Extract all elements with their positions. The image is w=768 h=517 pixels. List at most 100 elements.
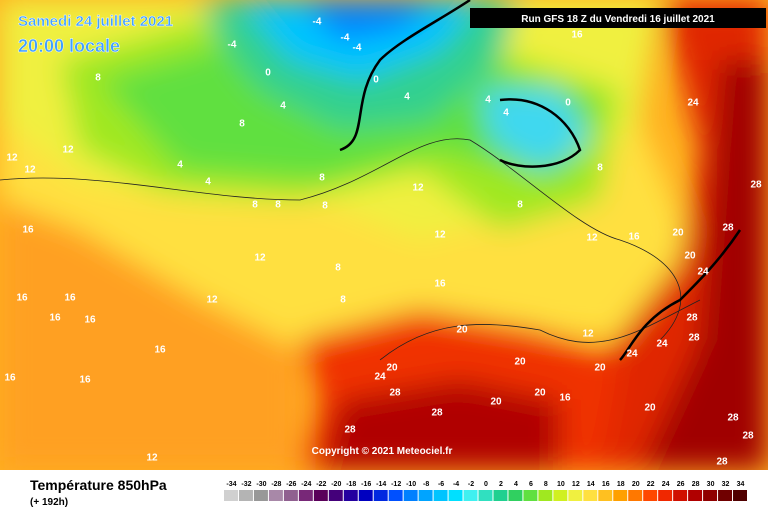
contour-label: 4 [485, 95, 491, 106]
scale-label: 30 [707, 481, 715, 488]
contour-label: 4 [205, 177, 211, 188]
contour-label: 8 [239, 119, 245, 130]
contour-label: -4 [313, 17, 322, 28]
contour-label: 16 [22, 225, 34, 236]
run-banner [470, 8, 766, 28]
scale-swatch [583, 490, 598, 501]
scale-label: -22 [316, 481, 326, 488]
contour-label: 16 [571, 30, 583, 41]
scale-swatch [508, 490, 523, 501]
contour-label: 16 [434, 279, 446, 290]
scale-swatch [268, 490, 283, 501]
scale-label: -34 [226, 481, 236, 488]
scale-swatch [373, 490, 388, 501]
contour-label: 8 [319, 173, 325, 184]
forecast-date: Samedi 24 juillet 2021 [18, 13, 173, 30]
scale-swatch [388, 490, 403, 501]
coastlines [0, 138, 701, 361]
contour-label: 16 [79, 375, 91, 386]
footer-lead: (+ 192h) [30, 497, 68, 508]
temperature-field [0, 0, 768, 470]
scale-label: 8 [544, 481, 548, 488]
scale-swatch [688, 490, 703, 501]
contour-label: -4 [341, 33, 350, 44]
contour-label: 28 [389, 388, 401, 399]
contour-label: 20 [456, 325, 468, 336]
scale-swatch [433, 490, 448, 501]
contour-label: 20 [684, 251, 696, 262]
scale-swatch [418, 490, 433, 501]
contour-label: 12 [146, 453, 158, 464]
scale-label: -20 [331, 481, 341, 488]
scale-label: 24 [662, 481, 670, 488]
contour-label: 16 [84, 315, 96, 326]
scale-label: 6 [529, 481, 533, 488]
contour-label: 4 [503, 108, 509, 119]
contour-label: 24 [374, 372, 386, 383]
contour-label: 8 [335, 263, 341, 274]
scale-swatch [253, 490, 268, 501]
contour-label: 28 [688, 333, 700, 344]
contour-label: 20 [490, 397, 502, 408]
contour-label: 20 [672, 228, 684, 239]
contour-label: 4 [404, 92, 410, 103]
scale-label: -30 [256, 481, 266, 488]
contour-label: 8 [95, 73, 101, 84]
contour-label: 28 [742, 431, 754, 442]
color-scale: -34 -32 -30 -28 -26 -24 -22 -20 -18 -16 -14 -12 -10-… [224, 481, 747, 501]
scale-swatch [628, 490, 643, 501]
contour-label: 0 [265, 68, 271, 79]
contour-lines [339, 0, 742, 361]
scale-label: -24 [301, 481, 311, 488]
scale-swatch [718, 490, 733, 501]
scale-label: -16 [361, 481, 371, 488]
forecast-time: 20:00 locale [18, 36, 120, 56]
scale-swatch [733, 490, 747, 501]
contour-label: 4 [177, 160, 183, 171]
scale-label: 4 [514, 481, 518, 488]
contour-label: 24 [687, 98, 699, 109]
contour-label: 20 [514, 357, 526, 368]
copyright: Copyright © 2021 Meteociel.fr [312, 446, 453, 457]
scale-swatch [403, 490, 418, 501]
scale-label: 10 [557, 481, 565, 488]
contour-label: 16 [49, 313, 61, 324]
scale-label: 18 [617, 481, 625, 488]
contour-label: 24 [626, 349, 638, 360]
contour-label: 12 [434, 230, 446, 241]
scale-swatch [643, 490, 658, 501]
scale-label: -28 [271, 481, 281, 488]
contour-label: -4 [353, 43, 362, 54]
contour-label: 16 [4, 373, 16, 384]
scale-swatch [613, 490, 628, 501]
scale-label: 14 [587, 481, 595, 488]
contour-label: 4 [280, 101, 286, 112]
scale-label: -12 [391, 481, 401, 488]
contour-label: 12 [254, 253, 266, 264]
scale-swatch [224, 490, 238, 501]
scale-swatch [463, 490, 478, 501]
contour-label: 16 [16, 293, 28, 304]
scale-label: -32 [241, 481, 251, 488]
contour-label: 8 [597, 163, 603, 174]
scale-label: -4 [453, 481, 459, 488]
contour-label: 8 [252, 200, 258, 211]
scale-label: 2 [499, 481, 503, 488]
scale-swatch [358, 490, 373, 501]
scale-label: -18 [346, 481, 356, 488]
scale-label: 34 [737, 481, 745, 488]
contour-label: 28 [344, 425, 356, 436]
map [0, 0, 768, 470]
scale-label: 28 [692, 481, 700, 488]
scale-label: 16 [602, 481, 610, 488]
contour-label: 16 [628, 232, 640, 243]
scale-label: 32 [722, 481, 730, 488]
contour-label: 12 [586, 233, 598, 244]
contour-label: 12 [412, 183, 424, 194]
contour-label: 12 [62, 145, 74, 156]
scale-swatch [553, 490, 568, 501]
scale-label: -6 [438, 481, 444, 488]
contour-label: 28 [722, 223, 734, 234]
scale-label: 12 [572, 481, 580, 488]
